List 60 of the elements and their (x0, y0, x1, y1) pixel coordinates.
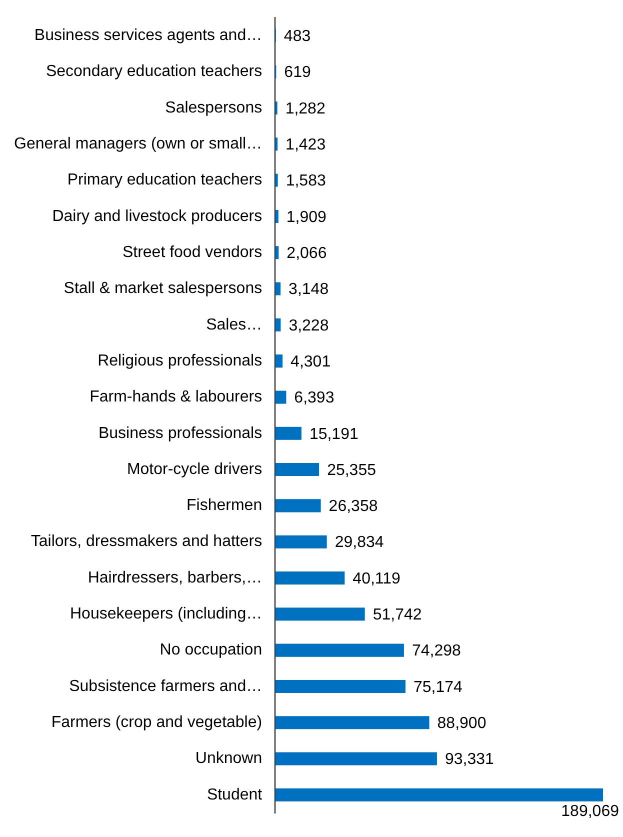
data-label: 1,909 (286, 208, 327, 226)
bar (275, 608, 365, 621)
y-tick-label: Business services agents and… (34, 27, 262, 44)
data-label: 3,228 (288, 317, 329, 334)
y-tick-label: Unknown (195, 750, 262, 768)
data-label: 483 (284, 28, 311, 46)
y-tick-label: Housekeepers (including… (70, 606, 262, 623)
y-tick-label: Farm-hands & labourers (90, 388, 262, 406)
y-tick-label: General managers (own or small… (14, 136, 262, 153)
bar (275, 282, 281, 296)
y-tick-label: Hairdressers, barbers,… (88, 569, 262, 586)
y-tick-label: Primary education teachers (67, 172, 262, 189)
data-label: 40,119 (352, 570, 401, 588)
bar (275, 210, 278, 223)
bar (275, 788, 603, 802)
bar (275, 644, 404, 657)
bar (275, 571, 345, 585)
bar (275, 680, 406, 693)
data-label: 2,066 (286, 245, 327, 262)
data-label: 75,174 (413, 678, 463, 696)
y-tick-label: Dairy and livestock producers (52, 208, 262, 225)
y-tick-label: Tailors, dressmakers and hatters (30, 533, 262, 550)
y-tick-label: Salespersons (165, 99, 262, 116)
data-label: 88,900 (437, 715, 486, 732)
data-label: 6,393 (294, 390, 334, 407)
data-label: 619 (284, 64, 311, 82)
y-tick-label: Street food vendors (122, 244, 262, 262)
y-tick-label: Business professionals (98, 424, 262, 442)
data-label: 1,423 (286, 136, 326, 154)
y-tick-label: Fishermen (186, 497, 262, 514)
data-label: 29,834 (334, 534, 384, 552)
y-tick-label: Sales… (206, 316, 262, 334)
y-tick-label: Religious professionals (98, 352, 262, 370)
bar (275, 499, 321, 512)
y-tick-label: Student (206, 786, 263, 804)
data-label: 1,583 (286, 172, 326, 190)
bar (275, 752, 437, 766)
data-label: 1,282 (285, 100, 326, 118)
bar (275, 426, 302, 440)
data-label: 189,069 (561, 802, 620, 820)
data-label: 26,358 (328, 498, 378, 516)
y-tick-label: No occupation (160, 642, 262, 659)
data-label: 25,355 (327, 462, 376, 479)
data-label: 3,148 (288, 281, 329, 298)
data-label: 93,331 (444, 751, 494, 768)
bar (275, 463, 320, 476)
bar (275, 716, 430, 730)
data-label: 74,298 (412, 642, 461, 660)
data-label: 15,191 (309, 426, 358, 443)
y-tick-label: Motor-cycle drivers (126, 460, 262, 478)
y-tick-label: Farmers (crop and vegetable) (51, 714, 262, 732)
data-label: 4,301 (290, 353, 331, 370)
y-tick-label: Subsistence farmers and… (69, 678, 262, 695)
bar (275, 390, 286, 404)
y-tick-label: Secondary education teachers (46, 63, 262, 80)
bar (275, 535, 327, 548)
data-label: 51,742 (372, 606, 422, 624)
bar (275, 174, 278, 187)
y-tick-label: Stall & market salespersons (64, 280, 262, 298)
bar (275, 354, 283, 368)
